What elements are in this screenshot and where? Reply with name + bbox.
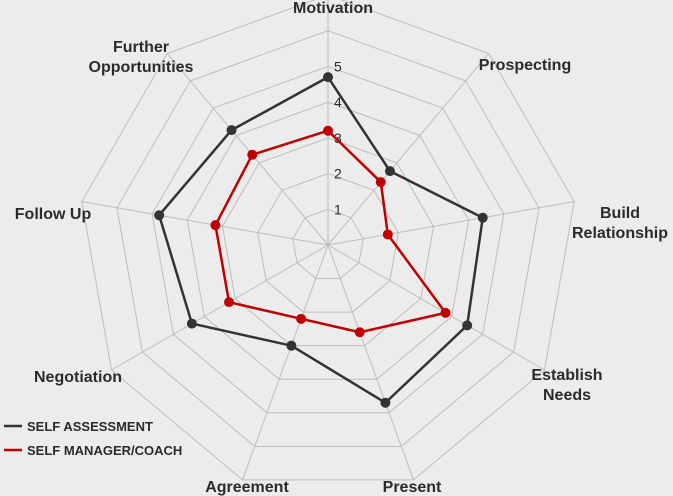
tick-label: 1 <box>334 201 342 217</box>
legend: SELF ASSESSMENT SELF MANAGER/COACH <box>4 419 182 458</box>
grid-spoke <box>327 244 545 371</box>
axis-label-present: Present <box>383 479 442 496</box>
series-point <box>440 307 451 318</box>
axis-label-prospecting: Prospecting <box>479 57 571 74</box>
series-point <box>154 210 165 221</box>
grid <box>81 0 575 481</box>
grid-spoke <box>111 244 329 371</box>
series-point <box>186 318 197 329</box>
axis-labels: Motivation Prospecting Build Relationship Es… <box>15 0 668 496</box>
series-point <box>384 166 395 177</box>
legend-label: SELF ASSESSMENT <box>27 419 153 434</box>
series-point <box>286 340 297 351</box>
grid-spoke <box>327 201 575 246</box>
series-point <box>296 313 307 324</box>
grid-ring <box>257 173 399 313</box>
axis-label-negotiation: Negotiation <box>34 369 122 386</box>
series-2 <box>210 125 451 338</box>
series-line <box>214 129 447 334</box>
grid-ring <box>81 0 575 481</box>
series-point <box>462 320 473 331</box>
series-1 <box>154 72 488 408</box>
grid-spoke <box>242 244 329 481</box>
grid-spoke <box>327 244 414 481</box>
axis-label-establish-needs: Establish Needs <box>531 367 602 404</box>
tick-label: 4 <box>334 94 342 110</box>
grid-spoke <box>166 53 329 246</box>
axis-label-motivation: Motivation <box>293 0 373 17</box>
series-point <box>380 397 391 408</box>
tick-label: 5 <box>334 58 342 74</box>
grid-spoke <box>81 201 329 246</box>
axis-label-follow-up: Follow Up <box>15 206 92 223</box>
grid-spoke <box>327 53 490 246</box>
series-point <box>210 220 221 231</box>
axis-label-agreement: Agreement <box>205 479 289 496</box>
tick-label: 2 <box>334 166 342 182</box>
series-point <box>323 125 333 136</box>
series-point <box>247 149 258 160</box>
series-point <box>224 297 235 308</box>
series-line <box>157 75 485 404</box>
series-point <box>477 212 488 223</box>
series-point <box>375 177 386 188</box>
axis-label-further-opportunities: Further Opportunities <box>89 39 194 76</box>
axis-label-build-relationship: Build Relationship <box>572 205 668 242</box>
legend-label: SELF MANAGER/COACH <box>27 443 182 458</box>
grid-ring <box>221 137 435 347</box>
series-point <box>323 72 333 83</box>
series-point <box>382 229 393 240</box>
series <box>154 72 488 408</box>
series-point <box>354 327 365 338</box>
grid-ring <box>292 208 364 280</box>
grid-ring <box>116 30 540 447</box>
tick-labels: 1 2 3 4 5 <box>334 58 342 217</box>
grid-ring <box>186 101 470 380</box>
series-point <box>226 125 237 136</box>
tick-label: 3 <box>334 130 342 146</box>
grid-ring <box>151 65 505 414</box>
